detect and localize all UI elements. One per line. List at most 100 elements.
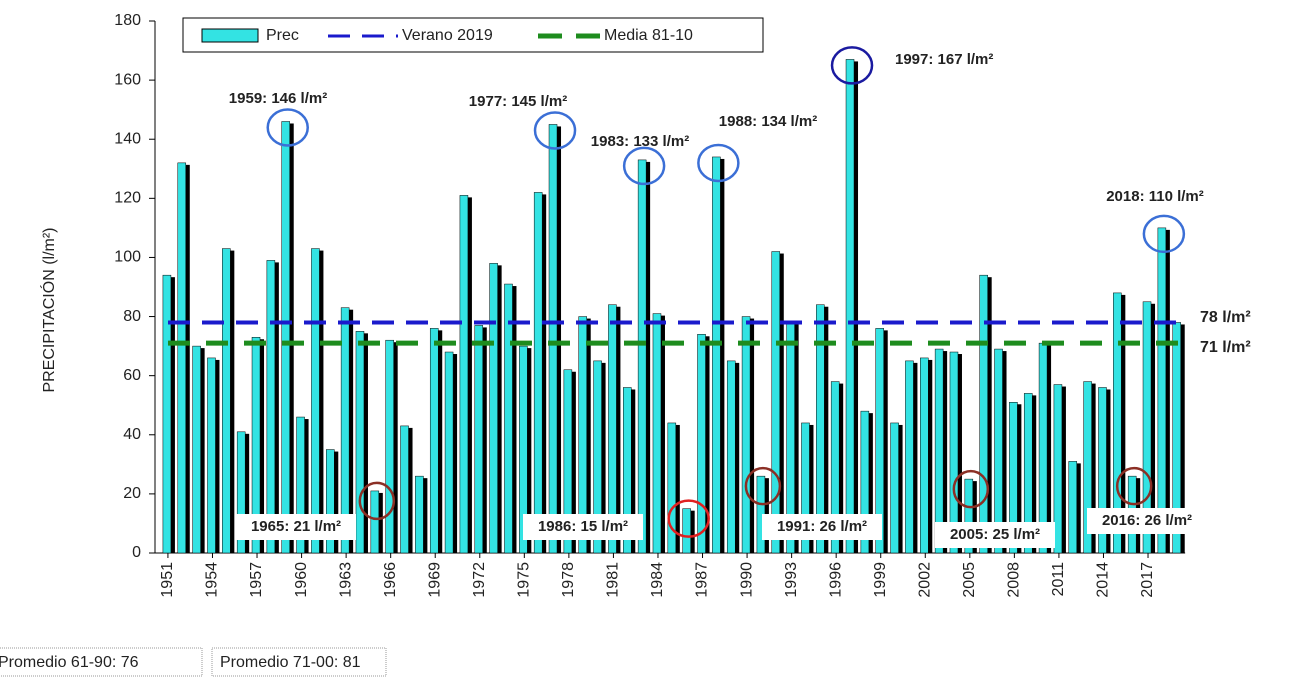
bar [266,260,276,554]
note-box [0,647,203,677]
y-tick-label: 140 [114,130,141,147]
y-tick-label: 60 [123,367,141,384]
x-tick-label: 1957 [248,562,265,598]
x-tick-label: 1960 [293,562,310,598]
bar [830,381,840,554]
annotation: 1997: 167 l/m² [895,51,993,68]
bar [162,274,172,554]
x-tick-label: 1999 [872,562,889,598]
x-tick-label: 2002 [916,562,933,598]
annotation-circle [667,499,710,538]
bar [519,345,528,554]
x-tick-label: 1987 [694,562,711,598]
x-tick-label: 1990 [738,562,755,598]
annotation-circle [830,46,874,85]
bar [608,304,617,554]
legend-label: Prec [266,27,299,44]
bar [207,357,216,554]
bar [934,348,944,554]
annotation-circle [744,466,782,506]
bar [281,121,290,554]
bar [429,328,439,554]
annotation-circle [266,108,309,147]
annotation-box [523,514,643,540]
bar [222,248,231,554]
x-tick-label: 2008 [1006,562,1023,598]
annotation: 2016: 26 l/m² [1102,512,1192,529]
annotation: 1983: 133 l/m² [591,133,689,150]
bar [1172,322,1181,554]
bar [444,351,454,554]
annotation-box [1087,508,1207,534]
bar [771,251,781,554]
bar [726,360,736,554]
annotation-circle [533,111,577,150]
bar [1068,461,1078,554]
bar [741,316,751,554]
annotation: 1977: 145 l/m² [469,93,567,110]
bar [192,345,201,554]
bar [682,508,691,554]
bar [251,336,261,554]
bar [474,325,484,554]
bar [667,422,677,554]
note: Promedio 71-00: 81 [220,654,361,671]
x-tick-label: 1954 [204,562,221,598]
bar [400,425,409,554]
x-tick-label: 2014 [1095,562,1112,598]
annotation-box [236,514,356,540]
y-tick-label: 40 [123,426,141,443]
x-tick-label: 1966 [382,562,399,598]
bar [1157,227,1167,554]
y-tick-label: 80 [123,308,141,325]
annotation-circle [622,146,666,186]
bar [979,274,988,554]
y-axis-label: PRECIPITACIÓN (l/m²) [39,227,58,392]
bar [489,263,498,554]
y-tick-label: 100 [114,249,141,266]
bar [1009,402,1018,554]
annotation: 1959: 146 l/m² [229,90,327,107]
bar [1053,384,1063,554]
bar [548,124,558,554]
x-tick-label: 1963 [337,562,354,598]
bar [578,316,587,554]
bar [326,449,335,554]
bar [697,334,706,554]
bar [905,360,914,554]
legend-box [182,17,764,53]
bar [370,490,380,554]
y-tick-label: 120 [114,190,141,207]
x-tick-label: 1972 [471,562,488,598]
bar [563,369,573,554]
annotation-circle [697,143,740,183]
reference-label: 71 l/m² [1200,339,1251,356]
x-tick-label: 1981 [605,562,622,598]
annotation-circle [358,481,396,521]
bar [236,431,246,554]
annotation-circle [1142,214,1186,254]
bar [637,159,647,554]
y-tick-label: 160 [114,71,141,88]
bar [1038,342,1048,554]
y-tick-label: 0 [132,544,141,561]
bar [296,416,305,554]
bar [994,348,1003,554]
annotation: 2005: 25 l/m² [950,526,1040,543]
bar [1098,387,1107,554]
x-tick-label: 2005 [961,562,978,598]
bar [652,313,662,554]
bar [593,360,602,554]
annotation-circle [1115,466,1153,506]
bar [533,192,543,554]
annotation-box [935,522,1055,548]
annotation: 1965: 21 l/m² [251,518,341,535]
bar [949,351,959,554]
x-tick-label: 2011 [1050,562,1067,597]
bar [504,283,513,554]
bar [816,304,825,554]
bar [845,59,855,554]
bar [860,410,870,554]
bar [801,422,810,554]
bar [459,195,469,554]
